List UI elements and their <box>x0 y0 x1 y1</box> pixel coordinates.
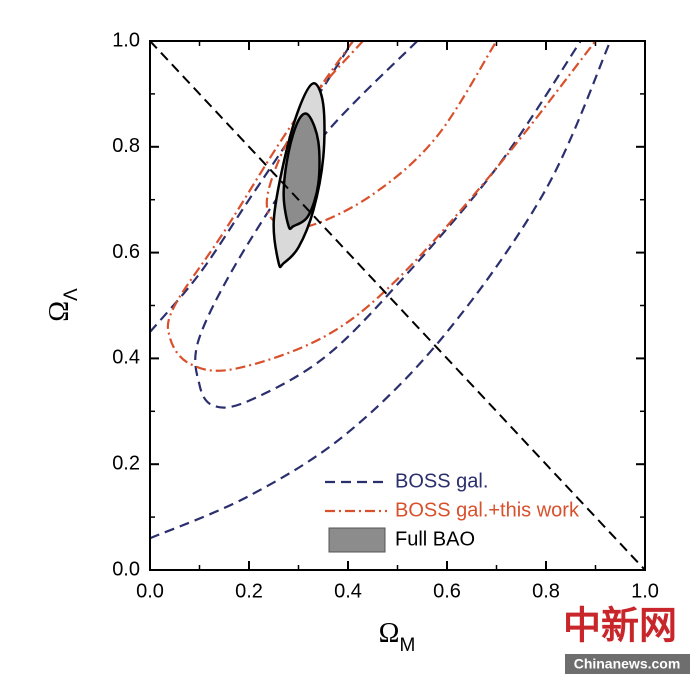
y-tick-label: 0.2 <box>112 452 140 474</box>
watermark-text: Chinanews.com <box>574 656 681 672</box>
x-label-subscript: M <box>399 635 415 656</box>
contour <box>282 112 321 231</box>
x-axis-label: ΩM <box>379 618 416 656</box>
x-tick-label: 0.4 <box>334 580 362 602</box>
y-tick-label: 0.4 <box>112 347 140 369</box>
x-tick-label: 0.0 <box>136 580 164 602</box>
legend-label: BOSS gal.+this work <box>395 499 580 521</box>
y-label-symbol: Ω <box>44 301 75 322</box>
y-tick-label: 0.6 <box>112 241 140 263</box>
watermark-logo: 中新网 <box>563 604 677 648</box>
contour <box>194 41 582 409</box>
y-axis-label: ΩΛ <box>44 288 82 322</box>
legend-label: BOSS gal. <box>395 470 488 492</box>
y-tick-label: 0.8 <box>112 135 140 157</box>
legend-swatch <box>328 527 386 553</box>
y-label-subscript: Λ <box>61 288 82 301</box>
plot-area <box>150 41 645 570</box>
watermark-band <box>565 654 690 674</box>
contour <box>150 41 612 540</box>
contour <box>166 41 597 372</box>
y-tick-label: 1.0 <box>112 29 140 51</box>
x-tick-label: 0.6 <box>433 580 461 602</box>
x-tick-label: 0.8 <box>532 580 560 602</box>
x-label-symbol: Ω <box>379 618 400 649</box>
legend-label: Full BAO <box>395 528 475 550</box>
flat-universe-line <box>150 41 645 570</box>
y-tick-label: 0.0 <box>112 558 140 580</box>
x-tick-label: 0.2 <box>235 580 263 602</box>
x-tick-label: 1.0 <box>631 580 659 602</box>
